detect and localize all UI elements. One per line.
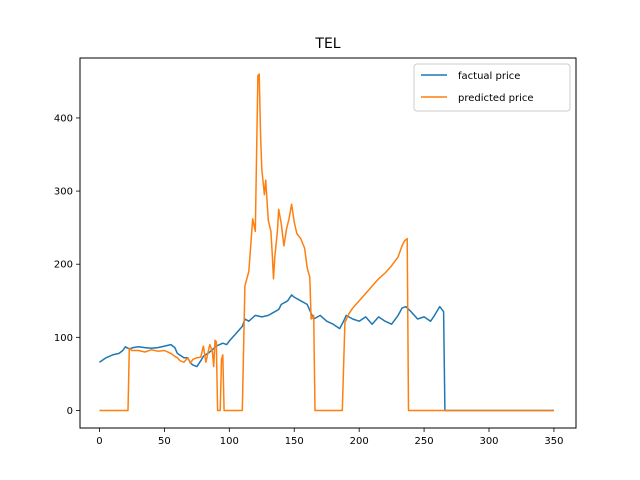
legend-label-predicted: predicted price [458,93,534,104]
legend-label-factual: factual price [458,71,520,82]
plot-area [79,57,577,429]
y-axis: 0 100 200 300 400 [54,113,80,417]
plot-frame [79,57,577,429]
y-tick-label: 0 [67,406,73,417]
series-line-predicted-price [99,73,554,412]
y-tick-label: 100 [54,333,73,344]
x-tick-label: 100 [220,436,239,447]
chart-title: TEL [314,36,340,52]
y-tick-label: 300 [54,187,73,198]
y-tick-label: 200 [54,260,73,271]
legend-box [413,63,571,112]
x-tick-label: 200 [350,436,369,447]
x-tick-label: 300 [479,436,498,447]
x-tick-label: 150 [285,436,304,447]
x-tick-label: 0 [96,436,102,447]
x-axis: 0 50 100 150 200 250 300 350 [96,428,563,447]
x-tick-label: 250 [415,436,434,447]
legend: factual price predicted price [413,63,571,112]
x-tick-label: 50 [158,436,171,447]
series-line-factual-price [99,294,554,412]
x-tick-label: 350 [544,436,563,447]
y-tick-label: 400 [54,113,73,124]
